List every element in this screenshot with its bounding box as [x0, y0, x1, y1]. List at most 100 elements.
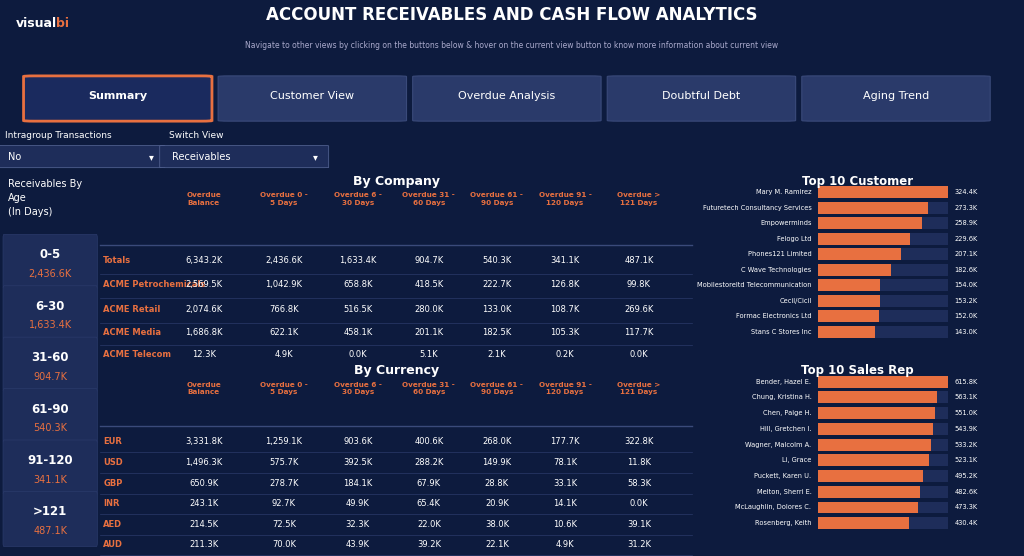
Text: 543.9K: 543.9K [954, 426, 978, 432]
Bar [818, 295, 880, 307]
Bar [818, 470, 923, 482]
Bar [818, 326, 876, 337]
Text: 540.3K: 540.3K [33, 423, 68, 433]
Bar [818, 407, 948, 419]
Text: 341.1K: 341.1K [550, 256, 580, 265]
Text: 22.0K: 22.0K [417, 520, 440, 529]
Text: 39.2K: 39.2K [417, 540, 441, 549]
Text: By Company: By Company [353, 175, 439, 188]
Text: 2,436.6K: 2,436.6K [265, 256, 302, 265]
Text: Summary: Summary [88, 91, 147, 101]
Text: 487.1K: 487.1K [625, 256, 653, 265]
Text: Bender, Hazel E.: Bender, Hazel E. [757, 379, 811, 385]
Text: ▾: ▾ [313, 152, 317, 162]
Text: 1,259.1K: 1,259.1K [265, 436, 302, 445]
Text: Overdue 31 -
60 Days: Overdue 31 - 60 Days [402, 192, 456, 206]
Text: 268.0K: 268.0K [482, 436, 512, 445]
Text: 211.3K: 211.3K [189, 540, 218, 549]
Text: 1,496.3K: 1,496.3K [185, 458, 222, 466]
Text: Formac Electronics Ltd: Formac Electronics Ltd [736, 313, 811, 319]
Bar [818, 310, 948, 322]
Text: 4.9K: 4.9K [556, 540, 574, 549]
Text: 658.8K: 658.8K [343, 280, 373, 289]
Text: 400.6K: 400.6K [415, 436, 443, 445]
Text: 6-30: 6-30 [36, 300, 65, 312]
Text: Top 10 Customer: Top 10 Customer [802, 175, 912, 188]
Text: 1,633.4K: 1,633.4K [29, 320, 72, 330]
FancyBboxPatch shape [607, 76, 796, 121]
Text: 1,633.4K: 1,633.4K [339, 256, 377, 265]
Text: Melton, Sherri E.: Melton, Sherri E. [757, 489, 811, 495]
Bar [818, 407, 935, 419]
Text: AUD: AUD [103, 540, 123, 549]
Text: 39.1K: 39.1K [627, 520, 651, 529]
Bar [818, 233, 910, 245]
Text: 32.3K: 32.3K [346, 520, 370, 529]
Text: Overdue
Balance: Overdue Balance [186, 192, 221, 206]
Text: Switch View: Switch View [169, 131, 223, 140]
Text: 0.0K: 0.0K [348, 350, 368, 359]
Text: 229.6K: 229.6K [954, 236, 978, 242]
Text: GBP: GBP [103, 479, 123, 488]
Text: Chung, Kristina H.: Chung, Kristina H. [752, 394, 811, 400]
Text: Overdue 6 -
30 Days: Overdue 6 - 30 Days [334, 381, 382, 395]
Text: 903.6K: 903.6K [343, 436, 373, 445]
Bar [818, 280, 948, 291]
Text: Li, Grace: Li, Grace [782, 457, 811, 463]
Text: 10.6K: 10.6K [553, 520, 577, 529]
Text: Overdue Analysis: Overdue Analysis [459, 91, 555, 101]
Bar [818, 486, 921, 498]
FancyBboxPatch shape [3, 492, 97, 547]
Text: Receivables: Receivables [172, 152, 230, 162]
Text: 201.1K: 201.1K [415, 327, 443, 336]
Bar [818, 517, 948, 529]
Text: Felogo Ltd: Felogo Ltd [777, 236, 811, 242]
Text: 0.0K: 0.0K [630, 350, 648, 359]
Bar [818, 439, 948, 450]
Text: By Currency: By Currency [353, 364, 439, 378]
Text: Overdue 0 -
5 Days: Overdue 0 - 5 Days [260, 192, 307, 206]
Bar [818, 486, 948, 498]
Text: 28.8K: 28.8K [484, 479, 509, 488]
Text: >121: >121 [33, 505, 68, 518]
Text: 495.2K: 495.2K [954, 473, 978, 479]
Text: 182.6K: 182.6K [954, 267, 978, 273]
FancyBboxPatch shape [3, 234, 97, 290]
Text: 91-120: 91-120 [28, 454, 73, 467]
Text: Receivables By
Age
(In Days): Receivables By Age (In Days) [8, 179, 82, 217]
Text: Hill, Gretchen I.: Hill, Gretchen I. [760, 426, 811, 432]
Text: 31-60: 31-60 [32, 351, 69, 364]
Text: 1,042.9K: 1,042.9K [265, 280, 302, 289]
Text: 540.3K: 540.3K [482, 256, 512, 265]
Text: 392.5K: 392.5K [343, 458, 373, 466]
Text: 0-5: 0-5 [40, 249, 60, 261]
Text: 207.1K: 207.1K [954, 251, 978, 257]
Text: 149.9K: 149.9K [482, 458, 511, 466]
Text: 11.8K: 11.8K [627, 458, 651, 466]
Text: Overdue 91 -
120 Days: Overdue 91 - 120 Days [539, 192, 592, 206]
Text: 61-90: 61-90 [32, 403, 69, 415]
Text: Wagner, Malcolm A.: Wagner, Malcolm A. [745, 441, 811, 448]
Text: visual: visual [15, 17, 56, 30]
Text: Empowerminds: Empowerminds [760, 220, 811, 226]
FancyBboxPatch shape [3, 389, 97, 444]
Text: 2.1K: 2.1K [487, 350, 506, 359]
Text: 72.5K: 72.5K [271, 520, 296, 529]
Bar [818, 233, 948, 245]
Bar [818, 202, 928, 214]
Text: ACME Media: ACME Media [103, 327, 162, 336]
Bar [818, 280, 880, 291]
Text: 153.2K: 153.2K [954, 298, 978, 304]
FancyBboxPatch shape [0, 146, 165, 168]
Text: 222.7K: 222.7K [482, 280, 512, 289]
Bar [818, 391, 937, 403]
Text: Customer View: Customer View [270, 91, 354, 101]
Text: EUR: EUR [103, 436, 122, 445]
Text: Stans C Stores Inc: Stans C Stores Inc [751, 329, 811, 335]
Text: 482.6K: 482.6K [954, 489, 978, 495]
Text: 2,074.6K: 2,074.6K [185, 305, 222, 314]
Text: McLaughlin, Dolores C.: McLaughlin, Dolores C. [735, 504, 811, 510]
Bar [818, 295, 948, 307]
Text: bi: bi [56, 17, 70, 30]
Text: Mary M. Ramirez: Mary M. Ramirez [756, 189, 811, 195]
